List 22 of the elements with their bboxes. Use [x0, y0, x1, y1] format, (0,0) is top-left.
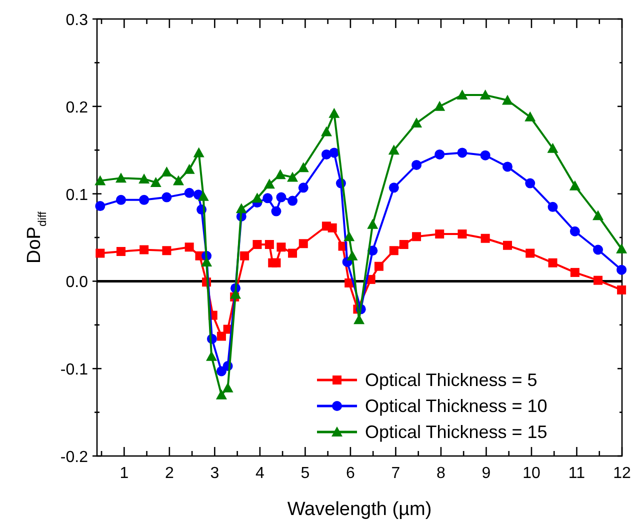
x-tick-label: 5: [300, 465, 310, 482]
y-tick-label: -0.2: [60, 449, 88, 466]
x-tick-label: 1: [120, 465, 129, 482]
legend-label: Optical Thickness = 10: [365, 396, 548, 416]
x-tick-label: 12: [613, 465, 631, 482]
y-tick-label: 0.0: [66, 274, 88, 292]
x-tick-label: 6: [346, 465, 355, 482]
x-tick-label: 11: [568, 465, 586, 482]
y-tick-label: 0.2: [66, 99, 88, 116]
y-tick-label: 0.3: [66, 12, 88, 29]
x-axis-title: Wavelength (µm): [287, 499, 432, 520]
y-tick-label: 0.1: [66, 186, 88, 204]
x-tick-label: 9: [482, 465, 491, 482]
x-tick-label: 4: [255, 465, 264, 482]
x-tick-label: 10: [522, 465, 540, 482]
legend-label: Optical Thickness = 5: [365, 370, 538, 390]
x-tick-label: 3: [210, 465, 220, 482]
y-tick-label: -0.1: [60, 362, 88, 379]
x-tick-label: 8: [436, 465, 446, 482]
x-tick-label: 7: [391, 465, 400, 482]
x-tick-label: 2: [164, 465, 174, 482]
legend-label: Optical Thickness = 15: [365, 422, 548, 442]
